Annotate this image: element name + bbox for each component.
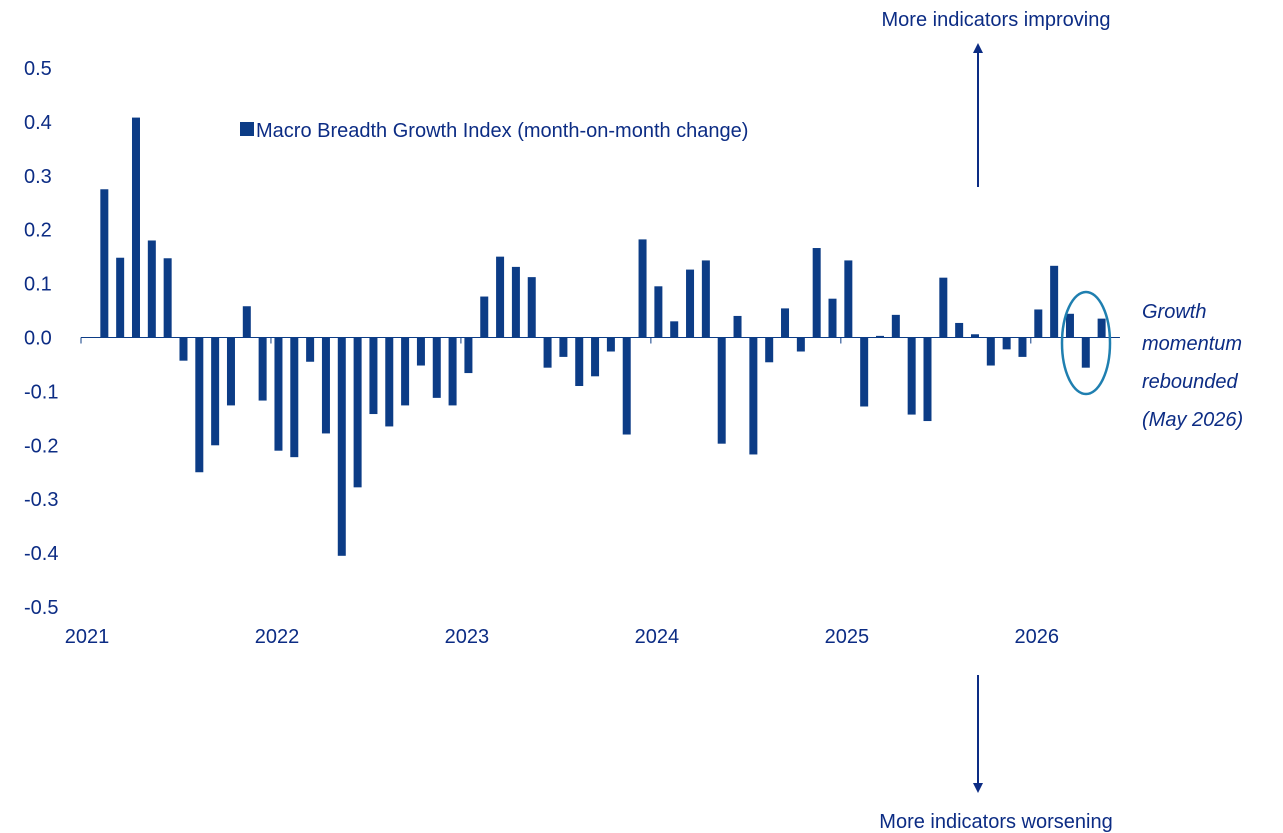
bar <box>606 337 615 352</box>
bar <box>955 322 964 338</box>
x-tick-label: 2026 <box>1015 626 1060 648</box>
x-tick-label: 2022 <box>255 626 300 648</box>
y-tick-label: 0.3 <box>24 166 52 188</box>
bar <box>907 337 916 415</box>
bar <box>1018 337 1027 357</box>
bar <box>1065 313 1074 338</box>
bar <box>511 266 520 338</box>
worsening-label: More indicators worsening <box>879 811 1112 833</box>
bar <box>464 337 473 374</box>
bar <box>116 257 125 338</box>
bar <box>226 337 235 406</box>
y-axis-tick-labels: 0.5 0.4 0.3 0.2 0.1 0.0 -0.1 -0.2 -0.3 -0.4 -0.5 <box>24 58 58 619</box>
bar <box>100 189 109 338</box>
y-tick-label: -0.4 <box>24 543 58 565</box>
note-line-3: rebounded <box>1142 371 1239 393</box>
bar <box>591 337 600 377</box>
bar <box>717 337 726 444</box>
bar <box>369 337 378 415</box>
bar <box>986 337 995 366</box>
bar <box>1081 337 1090 368</box>
y-tick-label: -0.2 <box>24 435 58 457</box>
x-axis-tick-marks <box>80 337 1032 344</box>
bar <box>306 337 315 362</box>
bar <box>432 337 441 398</box>
bar <box>527 277 536 338</box>
bar <box>638 239 647 338</box>
bar <box>211 337 220 446</box>
y-tick-label: 0.5 <box>24 58 52 80</box>
bar <box>416 337 425 366</box>
bar <box>860 337 869 407</box>
bar <box>686 269 695 338</box>
bar <box>844 260 853 338</box>
x-tick-label: 2025 <box>825 626 870 648</box>
highlight-ellipse <box>1060 290 1112 396</box>
bar <box>923 337 932 422</box>
legend-swatch <box>240 122 254 136</box>
note-line-2: momentum <box>1142 333 1242 355</box>
bar <box>258 337 267 401</box>
bar <box>274 337 283 451</box>
bar <box>242 306 251 338</box>
bar <box>543 337 552 368</box>
bar <box>195 337 204 473</box>
bar <box>1002 337 1011 350</box>
bar <box>765 337 774 363</box>
bar <box>970 334 979 338</box>
bar <box>290 337 299 458</box>
x-tick-label: 2024 <box>635 626 680 648</box>
bar <box>654 286 663 338</box>
note-line-1: Growth <box>1142 301 1206 323</box>
bar <box>147 240 156 338</box>
bar <box>385 337 394 427</box>
bar <box>321 337 330 434</box>
improving-label: More indicators improving <box>882 9 1111 31</box>
y-tick-label: -0.3 <box>24 489 58 511</box>
note-line-4: (May 2026) <box>1142 409 1243 431</box>
bar <box>337 337 346 556</box>
bar <box>670 321 679 338</box>
x-tick-label: 2021 <box>65 626 110 648</box>
x-tick-label: 2023 <box>445 626 490 648</box>
bar <box>876 335 884 338</box>
bar <box>828 298 837 338</box>
y-tick-label: 0.4 <box>24 112 52 134</box>
bar-series <box>100 117 1106 556</box>
y-tick-label: -0.1 <box>24 381 58 403</box>
legend-label: Macro Breadth Growth Index (month-on-mon… <box>256 120 748 142</box>
bar <box>812 248 821 338</box>
bar <box>749 337 758 455</box>
bar <box>1050 265 1059 338</box>
bar <box>781 308 790 338</box>
bar <box>1034 309 1043 338</box>
y-tick-label: 0.0 <box>24 328 52 350</box>
bar <box>179 337 188 361</box>
bar <box>401 337 410 406</box>
y-tick-label: 0.2 <box>24 220 52 242</box>
bar <box>480 296 489 338</box>
bar <box>939 277 948 338</box>
y-tick-label: 0.1 <box>24 274 52 296</box>
bar <box>448 337 457 406</box>
bar <box>796 337 805 352</box>
bar <box>163 258 172 338</box>
bar <box>701 260 710 338</box>
bar <box>496 256 505 338</box>
y-tick-label: -0.5 <box>24 597 58 619</box>
bar <box>575 337 584 387</box>
bar <box>733 315 742 338</box>
bar <box>131 117 140 338</box>
bar <box>622 337 631 435</box>
bar <box>1097 318 1106 338</box>
bar <box>353 337 362 488</box>
bar <box>559 337 568 357</box>
x-axis-tick-labels: 2021 2022 2023 2024 2025 2026 <box>65 626 1059 648</box>
bar <box>891 314 900 338</box>
